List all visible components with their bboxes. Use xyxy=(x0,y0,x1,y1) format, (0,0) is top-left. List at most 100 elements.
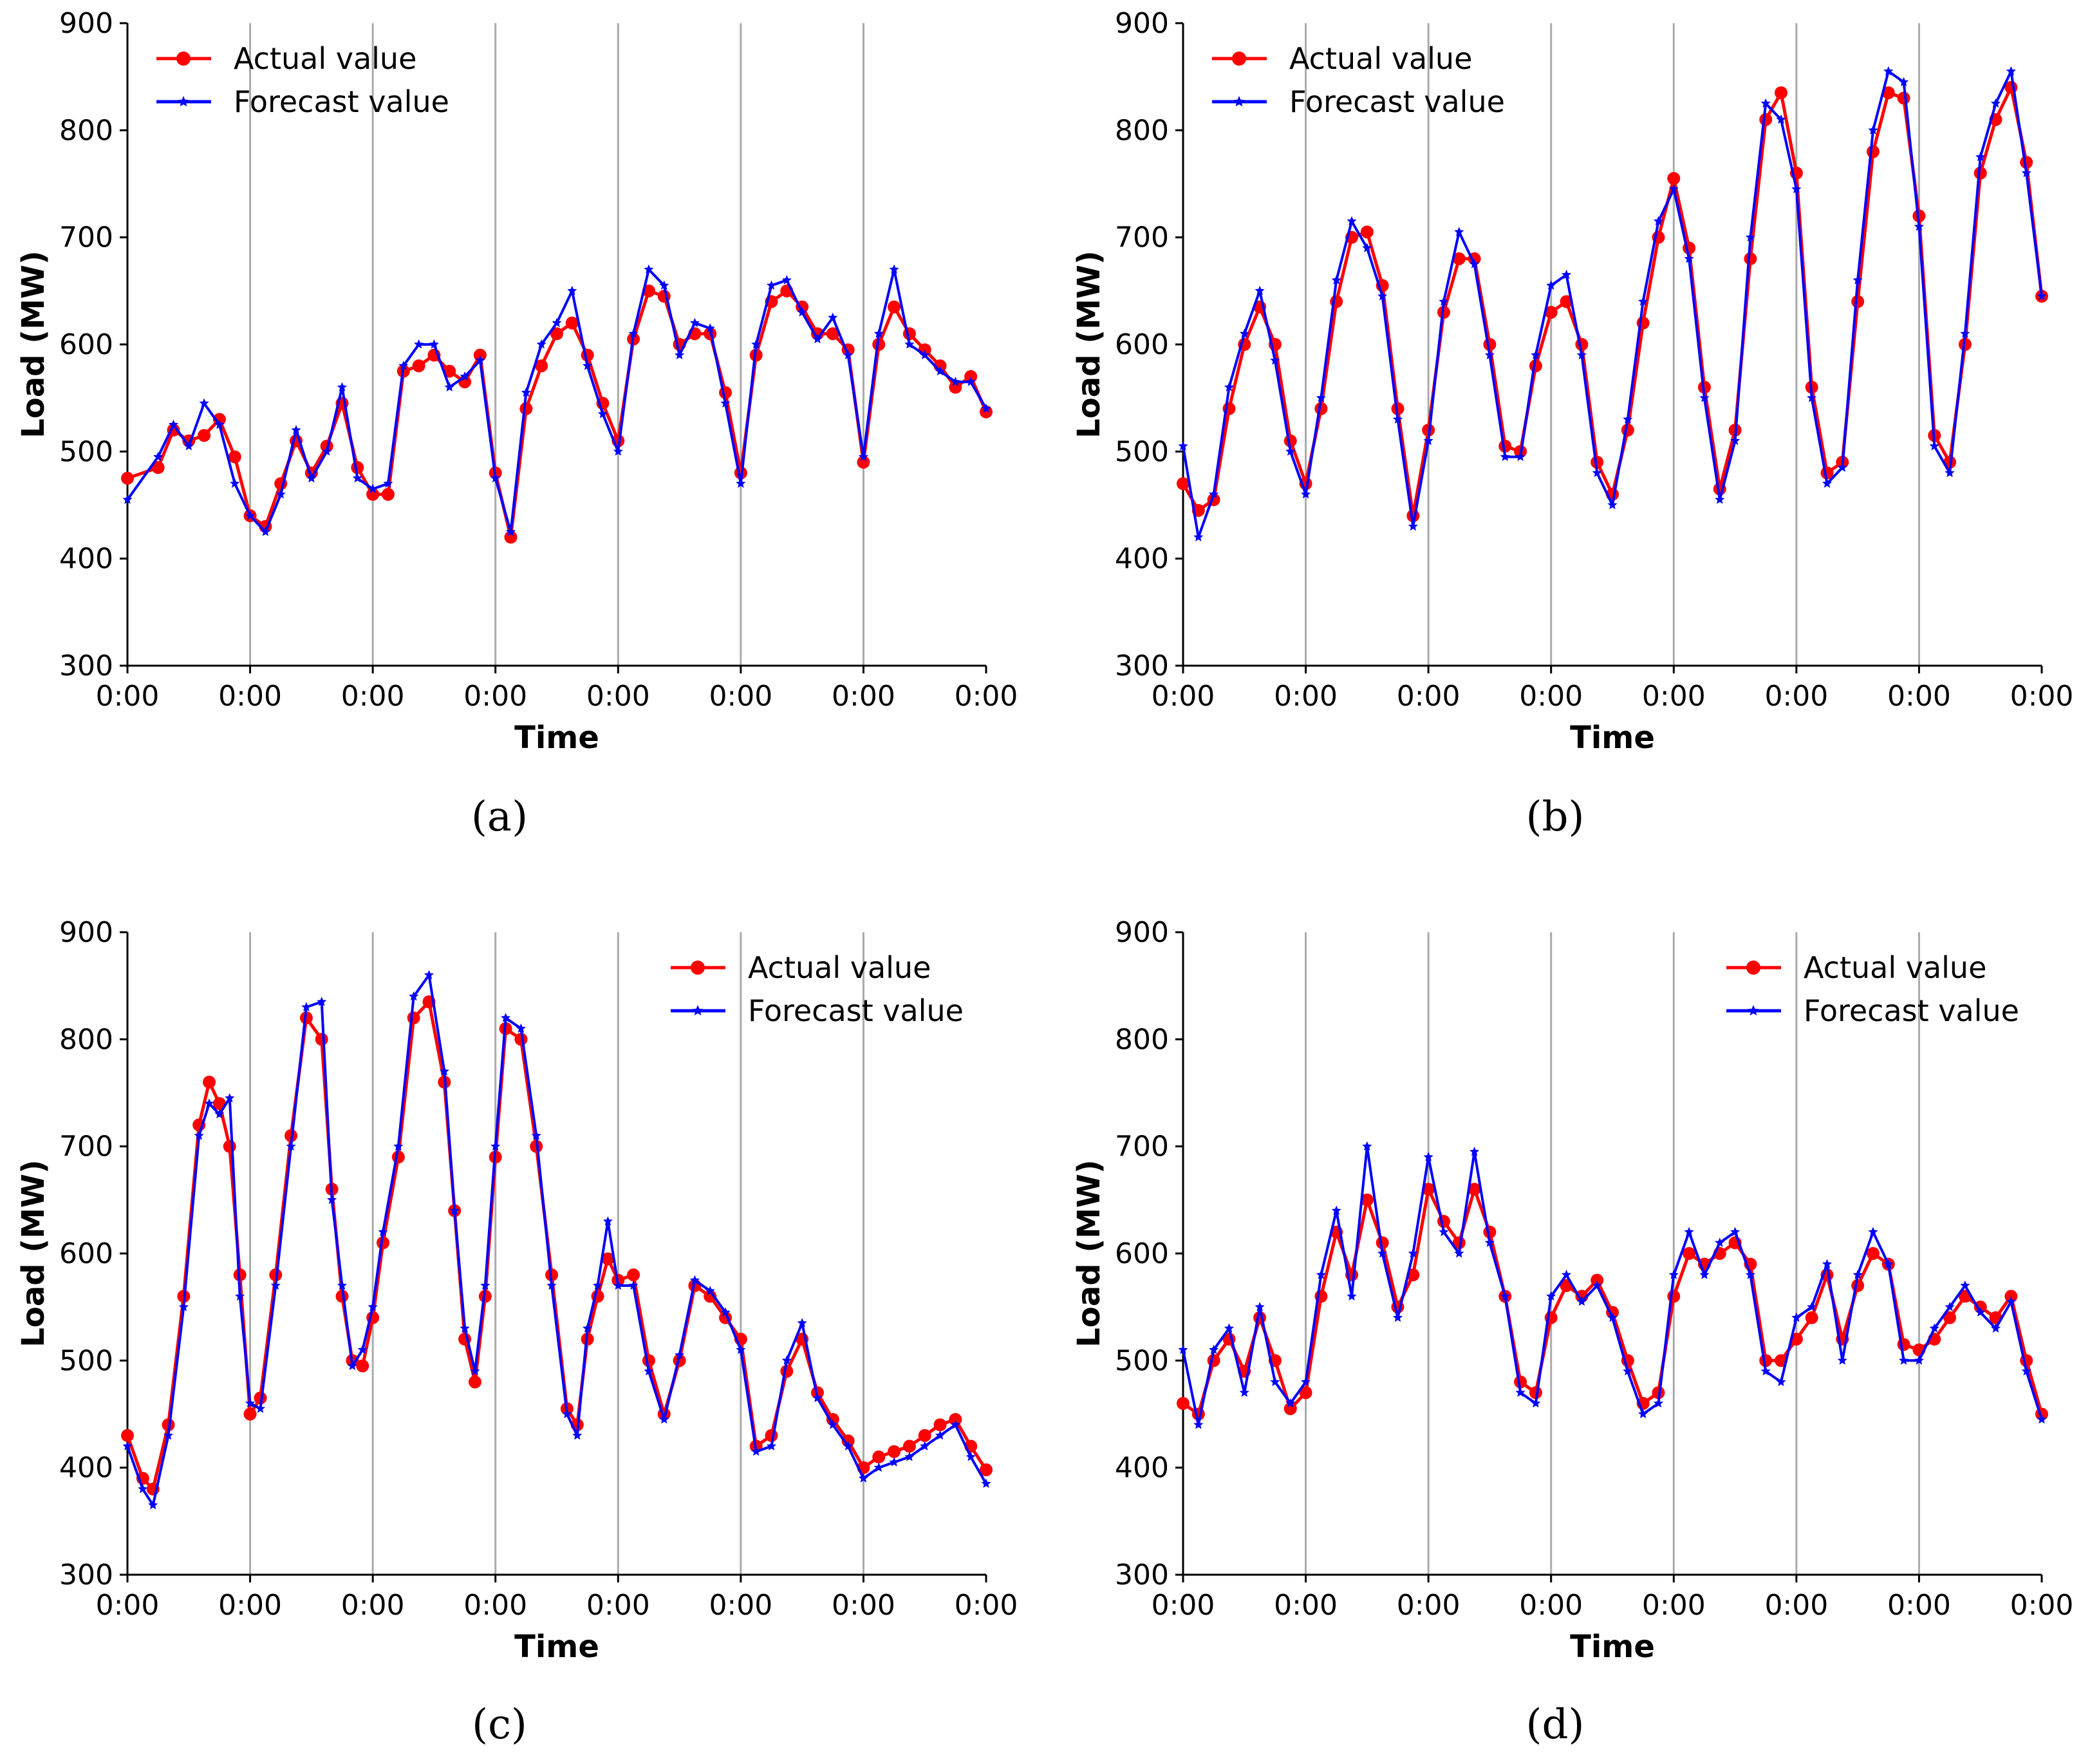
data-point xyxy=(1500,1291,1510,1300)
data-point xyxy=(449,1205,460,1215)
y-tick-label: 800 xyxy=(59,114,113,147)
data-point xyxy=(810,327,824,341)
data-point xyxy=(689,317,700,328)
data-point xyxy=(1623,414,1633,424)
data-point xyxy=(1914,221,1924,231)
data-point xyxy=(429,339,439,349)
legend-marker xyxy=(1748,1005,1759,1016)
data-point xyxy=(2006,1296,2016,1306)
data-point xyxy=(1699,393,1710,402)
data-point xyxy=(255,1403,266,1413)
data-point xyxy=(414,339,424,349)
data-point xyxy=(1360,225,1374,239)
data-point xyxy=(720,1307,731,1317)
data-point xyxy=(138,1483,148,1494)
data-point xyxy=(1929,441,1939,451)
data-point xyxy=(1776,1376,1786,1387)
series-forecast xyxy=(122,970,991,1510)
data-point xyxy=(1822,478,1833,488)
chart-panel-3: 300 400 500 600 700 800 900 0:00 0:00 0:00 0:00 0:0… xyxy=(15,916,1018,1749)
data-point xyxy=(223,1140,236,1153)
data-point xyxy=(904,339,915,349)
data-point xyxy=(490,1141,501,1151)
data-point xyxy=(1760,1366,1771,1376)
data-point xyxy=(918,1429,931,1442)
data-point xyxy=(535,359,548,373)
data-point xyxy=(1452,252,1466,265)
data-point xyxy=(1759,113,1773,126)
data-point xyxy=(1730,435,1740,446)
data-point xyxy=(1699,1270,1710,1279)
data-point xyxy=(357,1344,368,1355)
data-point xyxy=(291,425,301,435)
data-point xyxy=(1653,1398,1664,1408)
data-point xyxy=(2037,291,2047,301)
data-point xyxy=(327,1194,337,1205)
data-point xyxy=(335,1290,349,1303)
data-point xyxy=(888,1445,901,1458)
data-point xyxy=(857,455,870,469)
legend-label: Forecast value xyxy=(1804,993,2019,1028)
data-point xyxy=(1544,306,1558,319)
data-point xyxy=(516,1023,526,1033)
data-point xyxy=(873,1462,884,1472)
data-point xyxy=(1484,1237,1495,1247)
data-point xyxy=(1423,1152,1433,1161)
data-point xyxy=(1607,1312,1618,1322)
data-point xyxy=(797,307,807,317)
data-point xyxy=(1683,1247,1696,1260)
data-point xyxy=(1807,1302,1817,1311)
data-point xyxy=(1851,295,1865,308)
data-point xyxy=(460,371,470,381)
data-point xyxy=(781,1355,792,1365)
y-tick-label: 800 xyxy=(1115,1023,1169,1056)
data-point xyxy=(1301,489,1311,499)
data-point xyxy=(151,461,165,474)
data-point xyxy=(872,1450,886,1464)
data-point xyxy=(1546,280,1556,290)
data-point xyxy=(1638,1409,1648,1418)
data-point xyxy=(235,1291,245,1300)
data-point xyxy=(1270,1376,1280,1387)
data-point xyxy=(1392,414,1403,424)
data-point xyxy=(378,1226,388,1237)
data-point xyxy=(286,1141,296,1151)
data-point xyxy=(1837,462,1847,472)
data-point xyxy=(1715,494,1725,504)
data-point xyxy=(981,1478,991,1488)
data-point xyxy=(736,478,746,488)
data-point xyxy=(2004,1290,2018,1303)
data-point xyxy=(659,280,669,290)
data-point xyxy=(337,1280,348,1290)
data-point xyxy=(412,359,425,373)
data-point xyxy=(1454,1248,1464,1258)
data-point xyxy=(966,1452,976,1461)
x-tick-label: 0:00 xyxy=(1642,680,1706,713)
y-tick-label: 400 xyxy=(1115,1452,1169,1485)
series-line xyxy=(1182,1145,2043,1427)
data-point xyxy=(613,446,623,456)
data-point xyxy=(1805,1311,1818,1324)
x-tick-label: 0:00 xyxy=(2010,680,2074,713)
data-point xyxy=(1974,166,1987,180)
data-point xyxy=(275,489,286,499)
data-point xyxy=(1868,125,1878,135)
series-forecast xyxy=(1178,1141,2047,1429)
data-point xyxy=(198,429,211,442)
y-tick-label: 400 xyxy=(59,1452,113,1485)
y-tick-label: 300 xyxy=(1115,1559,1169,1591)
data-point xyxy=(1408,521,1418,531)
data-point xyxy=(1193,1420,1204,1429)
data-point xyxy=(1285,1398,1296,1408)
data-point xyxy=(592,1280,603,1290)
series-forecast xyxy=(1178,66,2047,541)
data-point xyxy=(1301,1376,1311,1387)
data-point xyxy=(1439,1226,1449,1237)
data-point xyxy=(1561,269,1572,279)
data-point xyxy=(1715,1237,1725,1247)
data-point xyxy=(1881,86,1895,100)
x-tick-label: 0:00 xyxy=(1397,1589,1460,1622)
x-tick-label: 0:00 xyxy=(96,680,160,713)
data-point xyxy=(1745,232,1755,242)
